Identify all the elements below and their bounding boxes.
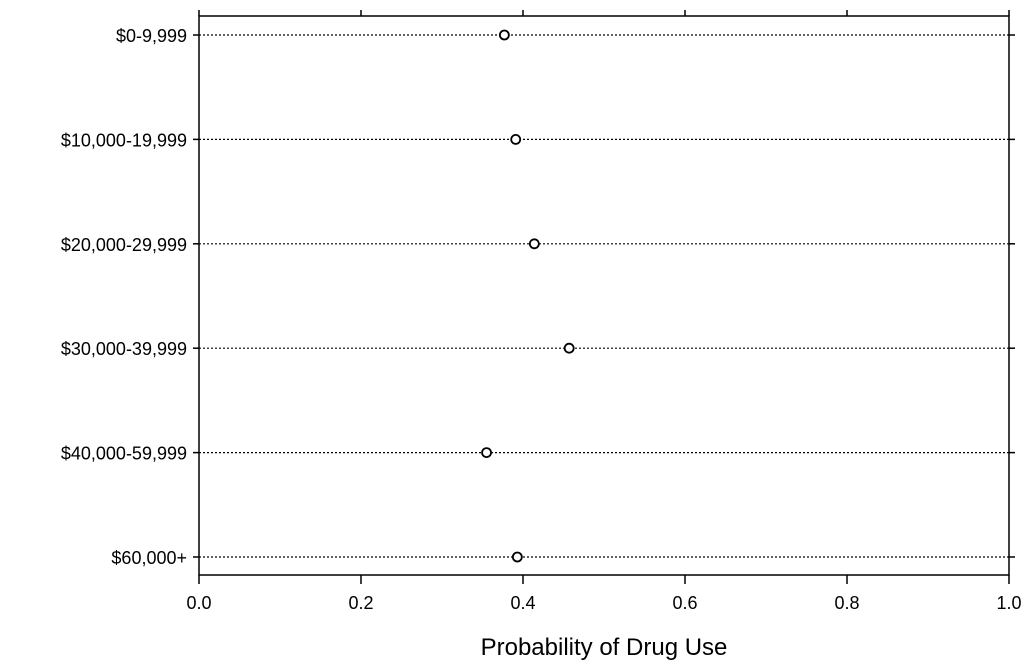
x-tick-label-4: 0.8 — [834, 593, 859, 613]
y-axis: $0-9,999 $10,000-19,999 $20,000-29,999 $30,… — [61, 26, 1015, 568]
data-point-3 — [563, 342, 575, 354]
x-tick-label-0: 0.0 — [186, 593, 211, 613]
x-tick-label-3: 0.6 — [672, 593, 697, 613]
y-tick-label-1: $10,000-19,999 — [61, 130, 187, 150]
gridlines — [199, 34, 1009, 558]
data-point-5 — [511, 551, 523, 563]
data-point-1 — [510, 133, 522, 145]
data-point-0 — [498, 29, 510, 41]
x-axis: 0.0 0.2 0.4 0.6 0.8 1.0 — [186, 10, 1022, 613]
data-points — [481, 29, 575, 563]
x-tick-label-1: 0.2 — [348, 593, 373, 613]
x-axis-title: Probability of Drug Use — [481, 634, 728, 660]
y-tick-label-5: $60,000+ — [111, 548, 187, 568]
y-tick-label-4: $40,000-59,999 — [61, 444, 187, 464]
x-tick-label-5: 1.0 — [996, 593, 1021, 613]
data-point-4 — [481, 447, 492, 459]
plot-frame — [198, 15, 1010, 576]
y-tick-label-0: $0-9,999 — [116, 26, 187, 46]
data-point-2 — [528, 238, 540, 250]
y-tick-label-3: $30,000-39,999 — [61, 339, 187, 359]
x-tick-label-2: 0.4 — [510, 593, 535, 613]
y-tick-label-2: $20,000-29,999 — [61, 235, 187, 255]
